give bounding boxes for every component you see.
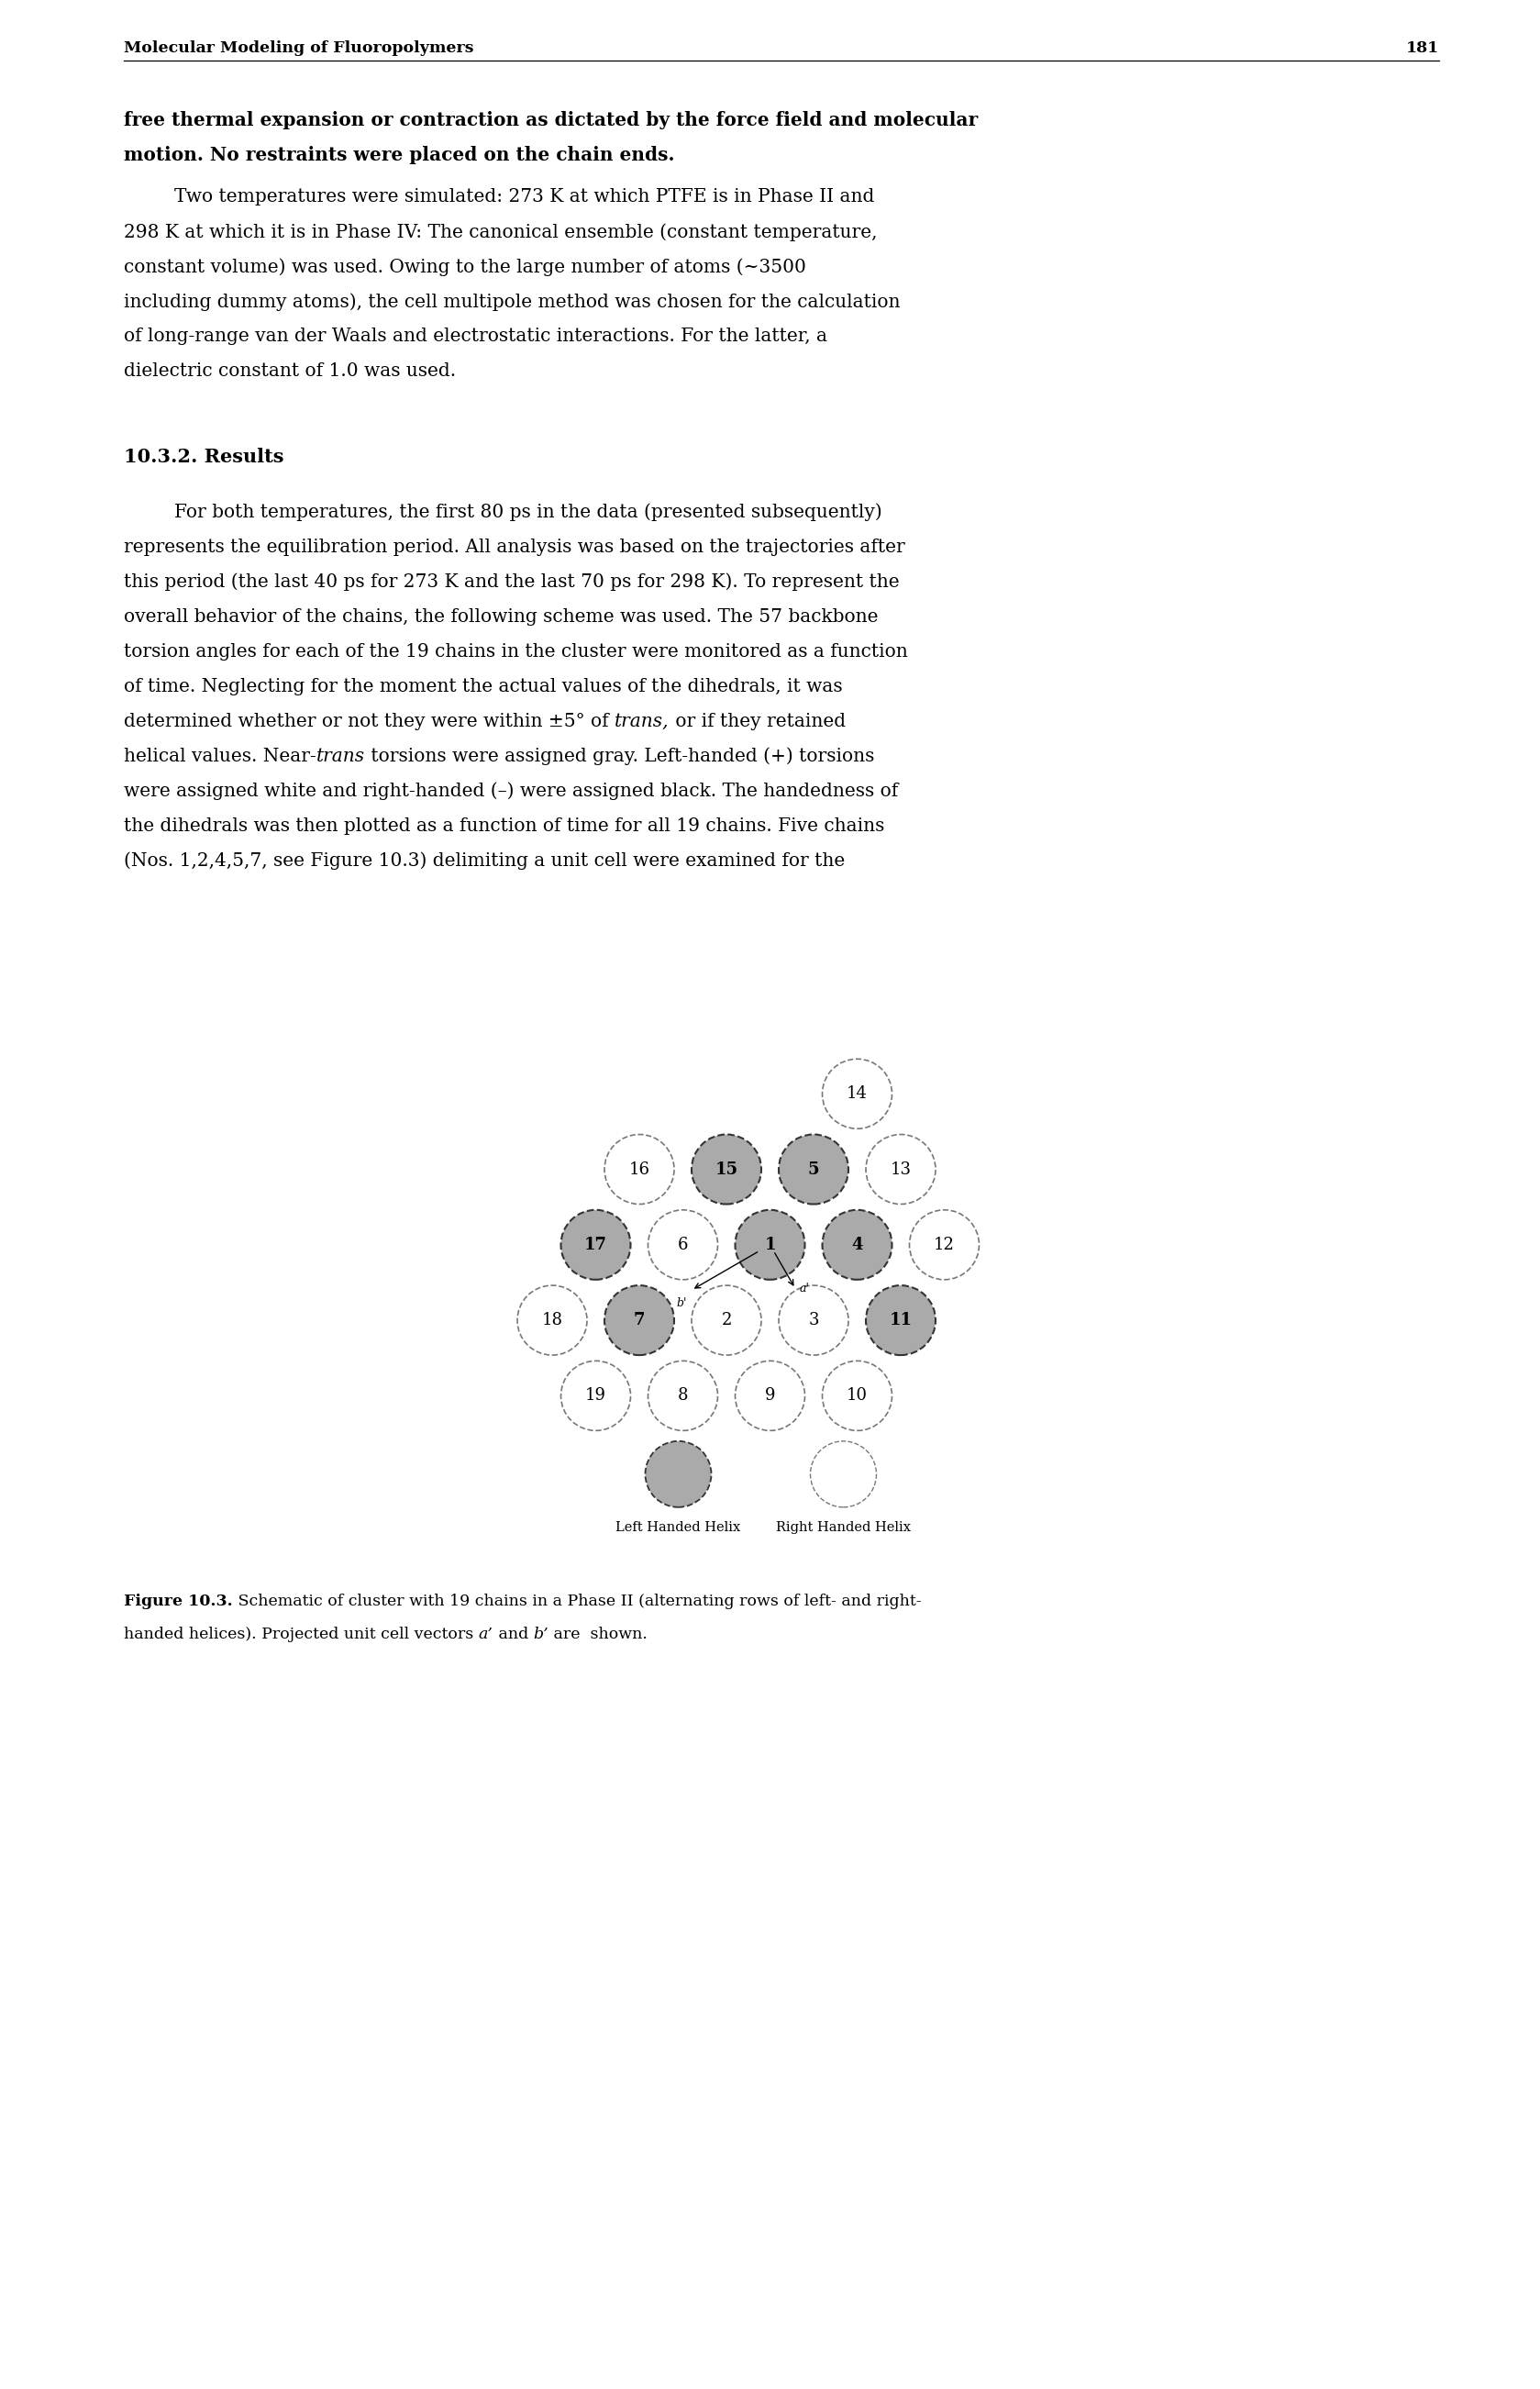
Text: the dihedrals was then plotted as a function of time for all 19 chains. Five cha: the dihedrals was then plotted as a func… [123,817,884,834]
Circle shape [691,1135,761,1204]
Text: 8: 8 [678,1388,688,1405]
Text: Two temperatures were simulated: 273 K at which PTFE is in Phase II and: Two temperatures were simulated: 273 K a… [174,189,875,205]
Text: 5: 5 [808,1161,819,1178]
Text: 10: 10 [847,1388,867,1405]
Text: 17: 17 [584,1238,607,1254]
Circle shape [604,1135,675,1204]
Text: 298 K at which it is in Phase IV: The canonical ensemble (constant temperature,: 298 K at which it is in Phase IV: The ca… [123,222,878,241]
Circle shape [865,1285,936,1355]
Text: 4: 4 [852,1238,862,1254]
Text: Schematic of cluster with 19 chains in a Phase II (alternating rows of left- and: Schematic of cluster with 19 chains in a… [233,1593,921,1610]
Text: 12: 12 [933,1238,955,1254]
Text: torsion angles for each of the 19 chains in the cluster were monitored as a func: torsion angles for each of the 19 chains… [123,643,907,659]
Text: 13: 13 [890,1161,912,1178]
Text: of time. Neglecting for the moment the actual values of the dihedrals, it was: of time. Neglecting for the moment the a… [123,678,842,695]
Circle shape [822,1058,892,1128]
Text: 14: 14 [847,1085,867,1101]
Circle shape [735,1362,805,1431]
Circle shape [779,1135,849,1204]
Text: 2: 2 [721,1312,732,1328]
Text: Right Handed Helix: Right Handed Helix [776,1522,910,1534]
Text: trans: trans [316,748,365,764]
Text: 16: 16 [628,1161,650,1178]
Text: of long-range van der Waals and electrostatic interactions. For the latter, a: of long-range van der Waals and electros… [123,327,827,344]
Circle shape [735,1209,805,1281]
Text: determined whether or not they were within ±5° of: determined whether or not they were with… [123,712,614,731]
Text: 6: 6 [678,1238,688,1254]
Text: a’: a’ [479,1627,493,1641]
Circle shape [517,1285,587,1355]
Circle shape [822,1362,892,1431]
Circle shape [648,1209,718,1281]
Text: Left Handed Helix: Left Handed Helix [616,1522,741,1534]
Circle shape [561,1209,630,1281]
Text: a': a' [799,1283,810,1295]
Text: constant volume) was used. Owing to the large number of atoms (~3500: constant volume) was used. Owing to the … [123,258,805,275]
Text: 19: 19 [585,1388,607,1405]
Circle shape [779,1285,849,1355]
Text: b’: b’ [533,1627,548,1641]
Circle shape [822,1209,892,1281]
Text: 9: 9 [765,1388,775,1405]
Text: 10.3.2. Results: 10.3.2. Results [123,447,283,466]
Circle shape [691,1285,761,1355]
Circle shape [645,1441,711,1507]
Text: and: and [493,1627,533,1641]
Circle shape [561,1362,630,1431]
Circle shape [865,1135,936,1204]
Text: or if they retained: or if they retained [668,712,845,731]
Text: free thermal expansion or contraction as dictated by the force field and molecul: free thermal expansion or contraction as… [123,110,978,129]
Text: For both temperatures, the first 80 ps in the data (presented subsequently): For both temperatures, the first 80 ps i… [174,504,882,521]
Text: motion. No restraints were placed on the chain ends.: motion. No restraints were placed on the… [123,146,675,165]
Text: overall behavior of the chains, the following scheme was used. The 57 backbone: overall behavior of the chains, the foll… [123,609,878,626]
Text: Molecular Modeling of Fluoropolymers: Molecular Modeling of Fluoropolymers [123,41,474,55]
Text: (Nos. 1,2,4,5,7, see Figure 10.3) delimiting a unit cell were examined for the: (Nos. 1,2,4,5,7, see Figure 10.3) delimi… [123,853,845,870]
Text: this period (the last 40 ps for 273 K and the last 70 ps for 298 K). To represen: this period (the last 40 ps for 273 K an… [123,573,899,590]
Text: including dummy atoms), the cell multipole method was chosen for the calculation: including dummy atoms), the cell multipo… [123,294,901,311]
Text: 15: 15 [715,1161,738,1178]
Circle shape [810,1441,876,1507]
Text: helical values. Near-: helical values. Near- [123,748,316,764]
Text: represents the equilibration period. All analysis was based on the trajectories : represents the equilibration period. All… [123,538,906,557]
Text: 11: 11 [889,1312,912,1328]
Text: 3: 3 [808,1312,819,1328]
Text: b': b' [676,1297,687,1309]
Text: 1: 1 [764,1238,776,1254]
Text: 181: 181 [1406,41,1438,55]
Circle shape [910,1209,979,1281]
Text: were assigned white and right-handed (–) were assigned black. The handedness of: were assigned white and right-handed (–)… [123,781,898,800]
Text: are  shown.: are shown. [548,1627,647,1641]
Text: handed helices). Projected unit cell vectors: handed helices). Projected unit cell vec… [123,1627,479,1641]
Text: 18: 18 [542,1312,562,1328]
Text: Figure 10.3.: Figure 10.3. [123,1593,233,1610]
Circle shape [648,1362,718,1431]
Text: dielectric constant of 1.0 was used.: dielectric constant of 1.0 was used. [123,363,456,380]
Text: trans,: trans, [614,712,668,731]
Circle shape [604,1285,675,1355]
Text: 7: 7 [633,1312,645,1328]
Text: torsions were assigned gray. Left-handed (+) torsions: torsions were assigned gray. Left-handed… [365,748,875,764]
